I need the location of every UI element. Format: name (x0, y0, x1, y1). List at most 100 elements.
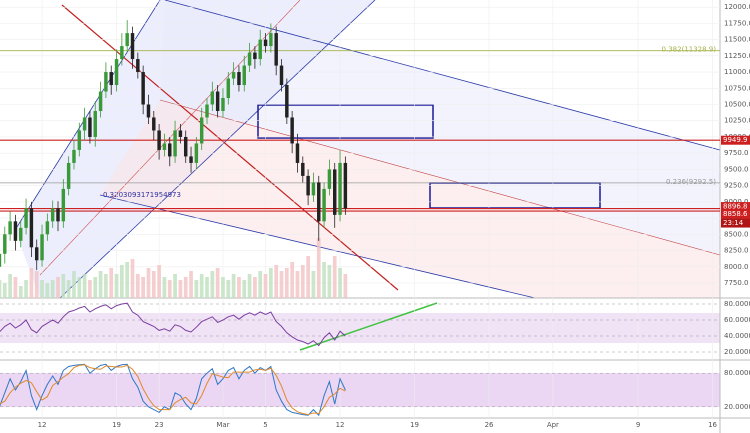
volume-bar (13, 277, 18, 298)
rsi-band (0, 313, 720, 343)
candle-body (173, 130, 177, 157)
y-tick-label: 9000.0 (724, 198, 749, 206)
volume-bar (162, 277, 167, 298)
zone-box (257, 104, 434, 139)
volume-bar (205, 277, 209, 298)
y-tick-label: 11250.0 (724, 52, 750, 60)
candle-body (301, 162, 305, 176)
y-tick-label: 7750.0 (724, 279, 749, 287)
volume-bar (199, 274, 204, 298)
candle-body (237, 72, 241, 86)
volume-bar (146, 268, 151, 298)
candle-body (146, 104, 151, 118)
candle-body (109, 72, 113, 86)
candle-body (226, 78, 231, 99)
candle-body (338, 162, 342, 215)
volume-bar (316, 238, 321, 298)
candle-body (210, 91, 215, 105)
candle-body (141, 72, 145, 105)
candle-body (34, 247, 39, 261)
volume-bar (93, 277, 98, 298)
countdown-tag (721, 218, 750, 228)
x-tick-label: 12 (38, 421, 47, 429)
candle-body (130, 33, 135, 60)
volume-bar (88, 280, 92, 298)
candle-body (274, 33, 278, 66)
trend-line (61, 4, 399, 291)
candle-body (263, 39, 268, 47)
volume-bar (178, 280, 183, 298)
volume-bar (295, 271, 300, 298)
volume-bar (34, 271, 39, 298)
volume-bar (72, 271, 76, 298)
price-tag (721, 135, 750, 145)
candle-body (120, 46, 124, 60)
volume-bar (263, 274, 268, 298)
candle-body (317, 182, 321, 222)
candle-body (343, 162, 348, 209)
x-tick-label: Apr (547, 421, 559, 429)
volume-bar (269, 268, 273, 298)
volume-bar (82, 274, 87, 298)
candle-body (19, 227, 23, 241)
candle-body (285, 85, 289, 118)
volume-bar (125, 262, 130, 298)
candle-body (162, 143, 167, 150)
candle-body (269, 33, 273, 47)
volume-bar (109, 268, 114, 298)
candle-body (66, 162, 71, 189)
volume-bar (226, 280, 231, 298)
y-tick-label: 10500.0 (724, 101, 750, 109)
volume-bar (327, 265, 332, 298)
price-tag-label: 8858.6 (723, 210, 748, 218)
candle-body (29, 208, 34, 248)
candle-body (125, 33, 129, 47)
candle-body (77, 130, 82, 150)
candle-body (290, 117, 294, 144)
candle-body (279, 65, 284, 86)
y-tick-label: 10750.0 (724, 84, 750, 92)
y-tick-label: 8000.0 (724, 263, 749, 271)
volume-bar (151, 271, 156, 298)
candle-body (231, 72, 236, 79)
candle-body (98, 91, 103, 111)
candle-body (221, 98, 225, 111)
volume-bar (135, 274, 140, 298)
y-tick-label: 11500.0 (724, 36, 750, 44)
volume-bar (253, 277, 257, 298)
candle-body (215, 91, 220, 111)
volume-bar (8, 274, 12, 298)
stoch-d-line (0, 364, 346, 416)
candle-body (93, 110, 97, 137)
volume-bar (66, 280, 71, 298)
candle-body (3, 234, 7, 254)
y-tick-label: 9750.0 (724, 149, 749, 157)
y-tick-label: 11000.0 (724, 68, 750, 76)
volume-bar (56, 277, 60, 298)
stoch-band (0, 373, 720, 407)
volume-bar (24, 280, 28, 298)
y-tick-label: 12000.0 (724, 3, 750, 11)
volume-bar (194, 280, 199, 298)
volume-bar (167, 280, 172, 298)
volume-bar (300, 265, 305, 298)
volume-bar (189, 271, 193, 298)
x-tick-label: 12 (336, 421, 345, 429)
volume-bar (322, 262, 326, 298)
candle-body (183, 136, 188, 157)
fib-label: 0.382(11328.9) (662, 46, 717, 54)
volume-bar (18, 286, 23, 298)
candle-body (253, 52, 257, 60)
trend-line (14, 0, 161, 231)
price-tag (721, 202, 750, 212)
stoch-k-line (0, 363, 346, 417)
candle-body (199, 117, 204, 144)
candle-body (40, 234, 44, 261)
x-tick-label: 26 (485, 421, 494, 429)
volume-bar (0, 280, 2, 298)
candle-body (8, 221, 12, 235)
volume-bar (279, 271, 284, 298)
